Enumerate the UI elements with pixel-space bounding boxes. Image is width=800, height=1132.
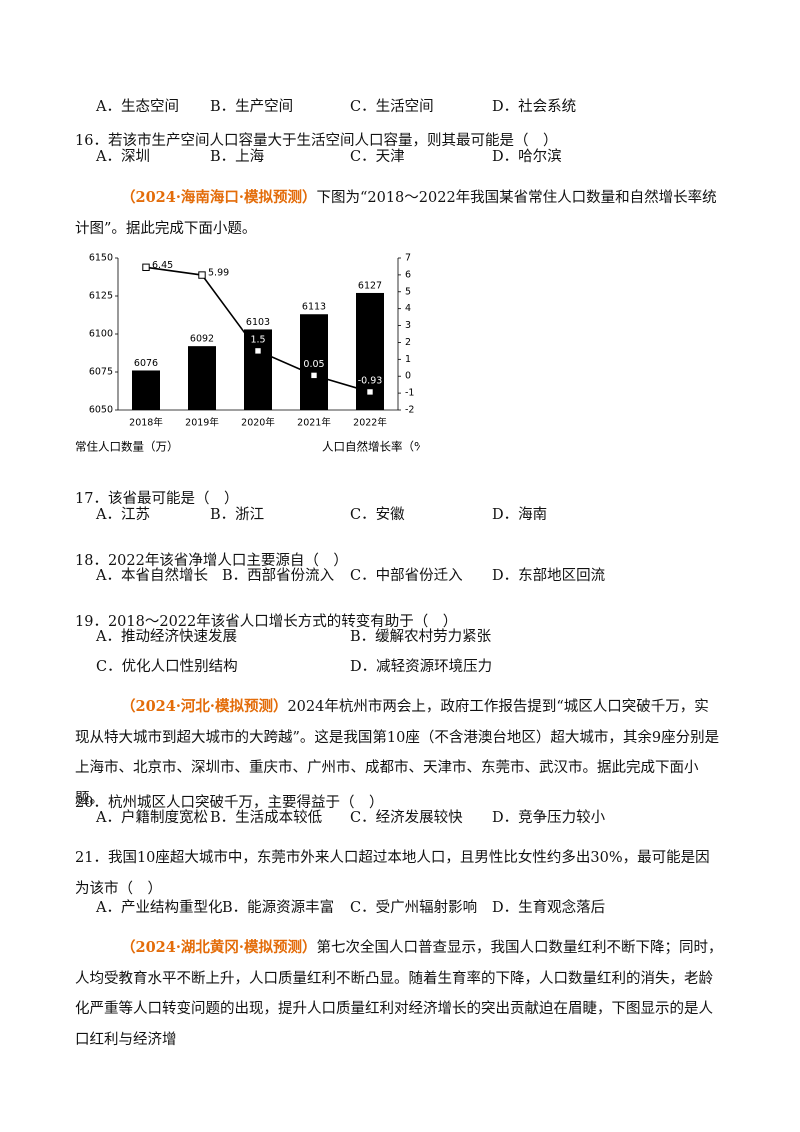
question: 20．杭州城区人口突破千万，主要得益于（ ） [75,795,384,811]
bar-value-label: 6113 [302,302,326,313]
line-marker [254,347,262,355]
line-value-label: -0.93 [358,375,383,386]
option: D．社会系统 [492,99,577,115]
option: D．竞争压力较小 [492,810,606,826]
option: B．浙江 [210,507,265,523]
y2-tick-label: 2 [405,337,411,348]
bar-value-label: 6076 [134,358,158,369]
question: 16．若该市生产空间人口容量大于生活空间人口容量，则其最可能是（ ） [75,133,558,149]
line-marker [142,263,150,271]
option: B．能源资源丰富 [222,900,335,916]
bar-value-label: 6103 [246,317,270,328]
source-tag: （2024·湖北黄冈·模拟预测） [121,939,317,956]
option: C．生活空间 [350,99,434,115]
intro-paragraph: （2024·海南海口·模拟预测）下图为“2018～2022年我国某省常住人口数量… [75,183,723,244]
option: C．经济发展较快 [350,810,463,826]
question: 21．我国10座超大城市中，东莞市外来人口超过本地人口，且男性比女性约多出30%… [75,850,710,897]
option: C．天津 [350,149,405,165]
intro-text: 下图为“2018～2022年我国某省常住人口数量和自然增长率统计图”。据此完成下… [75,190,717,237]
option: B．西部省份流入 [222,568,335,584]
line-value-label: 5.99 [208,268,229,279]
question: 17．该省最可能是（ ） [75,491,239,507]
option: A．推动经济快速发展 [96,629,237,645]
line-value-label: 6.45 [152,260,173,271]
bar-value-label: 6127 [358,280,382,291]
bar [300,314,328,410]
option: C．中部省份迁入 [350,568,463,584]
y2-axis-title: 人口自然增长率（%） [322,440,420,454]
line-marker [198,271,206,279]
y2-tick-label: 3 [405,320,411,331]
line-marker [310,371,318,380]
chart: 常住人口数量（万） 人口自然增长率（%） 6050607561006125615… [75,253,420,454]
y-tick-label: 6050 [89,405,113,416]
option: D．东部地区回流 [492,568,606,584]
y2-tick-label: 4 [405,303,411,314]
source-tag: （2024·河北·模拟预测） [121,698,288,715]
bar-value-label: 6092 [190,334,214,345]
option: D．减轻资源环境压力 [350,659,493,675]
x-tick-label: 2021年 [297,417,331,429]
line-marker [366,388,374,396]
x-tick-label: 2020年 [241,417,275,429]
y2-tick-label: 6 [405,269,411,280]
bar [244,329,272,410]
intro-paragraph: （2024·河北·模拟预测）2024年杭州市两会上，政府工作报告提到“城区人口突… [75,692,723,814]
option: B．上海 [210,149,265,165]
y2-tick-label: 1 [405,354,411,365]
y-tick-label: 6075 [89,367,113,378]
y2-tick-label: 7 [405,253,411,264]
bar [188,346,216,410]
intro-text: 2024年杭州市两会上，政府工作报告提到“城区人口突破千万，实现从特大城市到超大… [75,699,720,807]
question: 18．2022年该省净增人口主要源自（ ） [75,553,348,569]
option: A．户籍制度宽松 [96,810,208,826]
option: A．本省自然增长 [96,568,208,584]
option: D．哈尔滨 [492,149,562,165]
intro-text: 第七次全国人口普查显示，我国人口数量红利不断下降；同时，人均受教育水平不断上升，… [75,940,723,1048]
x-tick-label: 2018年 [129,417,163,429]
option: C．安徽 [350,507,405,523]
line-value-label: 0.05 [303,359,324,370]
intro-paragraph: （2024·湖北黄冈·模拟预测）第七次全国人口普查显示，我国人口数量红利不断下降… [75,933,723,1055]
y2-tick-label: -1 [405,388,414,399]
option: A．深圳 [96,149,150,165]
bar [132,370,160,410]
y-axis-title: 常住人口数量（万） [75,440,179,454]
source-tag: （2024·海南海口·模拟预测） [121,189,317,206]
option: B．生活成本较低 [210,810,323,826]
option: A．江苏 [96,507,150,523]
option: C．优化人口性别结构 [96,659,238,675]
x-tick-label: 2019年 [185,417,219,429]
option: A．生态空间 [96,99,179,115]
option: D．生育观念落后 [492,900,606,916]
option: A．产业结构重型化 [96,900,223,916]
line-value-label: 1.5 [250,334,265,345]
y-tick-label: 6125 [89,291,113,302]
y-tick-label: 6150 [89,253,113,264]
y2-tick-label: 0 [405,371,411,382]
y2-tick-label: 5 [405,286,411,297]
question: 19．2018～2022年该省人口增长方式的转变有助于（ ） [75,614,458,630]
option: B．生产空间 [210,99,294,115]
y-tick-label: 6100 [89,329,113,340]
option: D．海南 [492,507,548,523]
x-tick-label: 2022年 [353,417,387,429]
y2-tick-label: -2 [405,405,414,416]
option: B．缓解农村劳力紧张 [350,629,492,645]
option: C．受广州辐射影响 [350,900,478,916]
